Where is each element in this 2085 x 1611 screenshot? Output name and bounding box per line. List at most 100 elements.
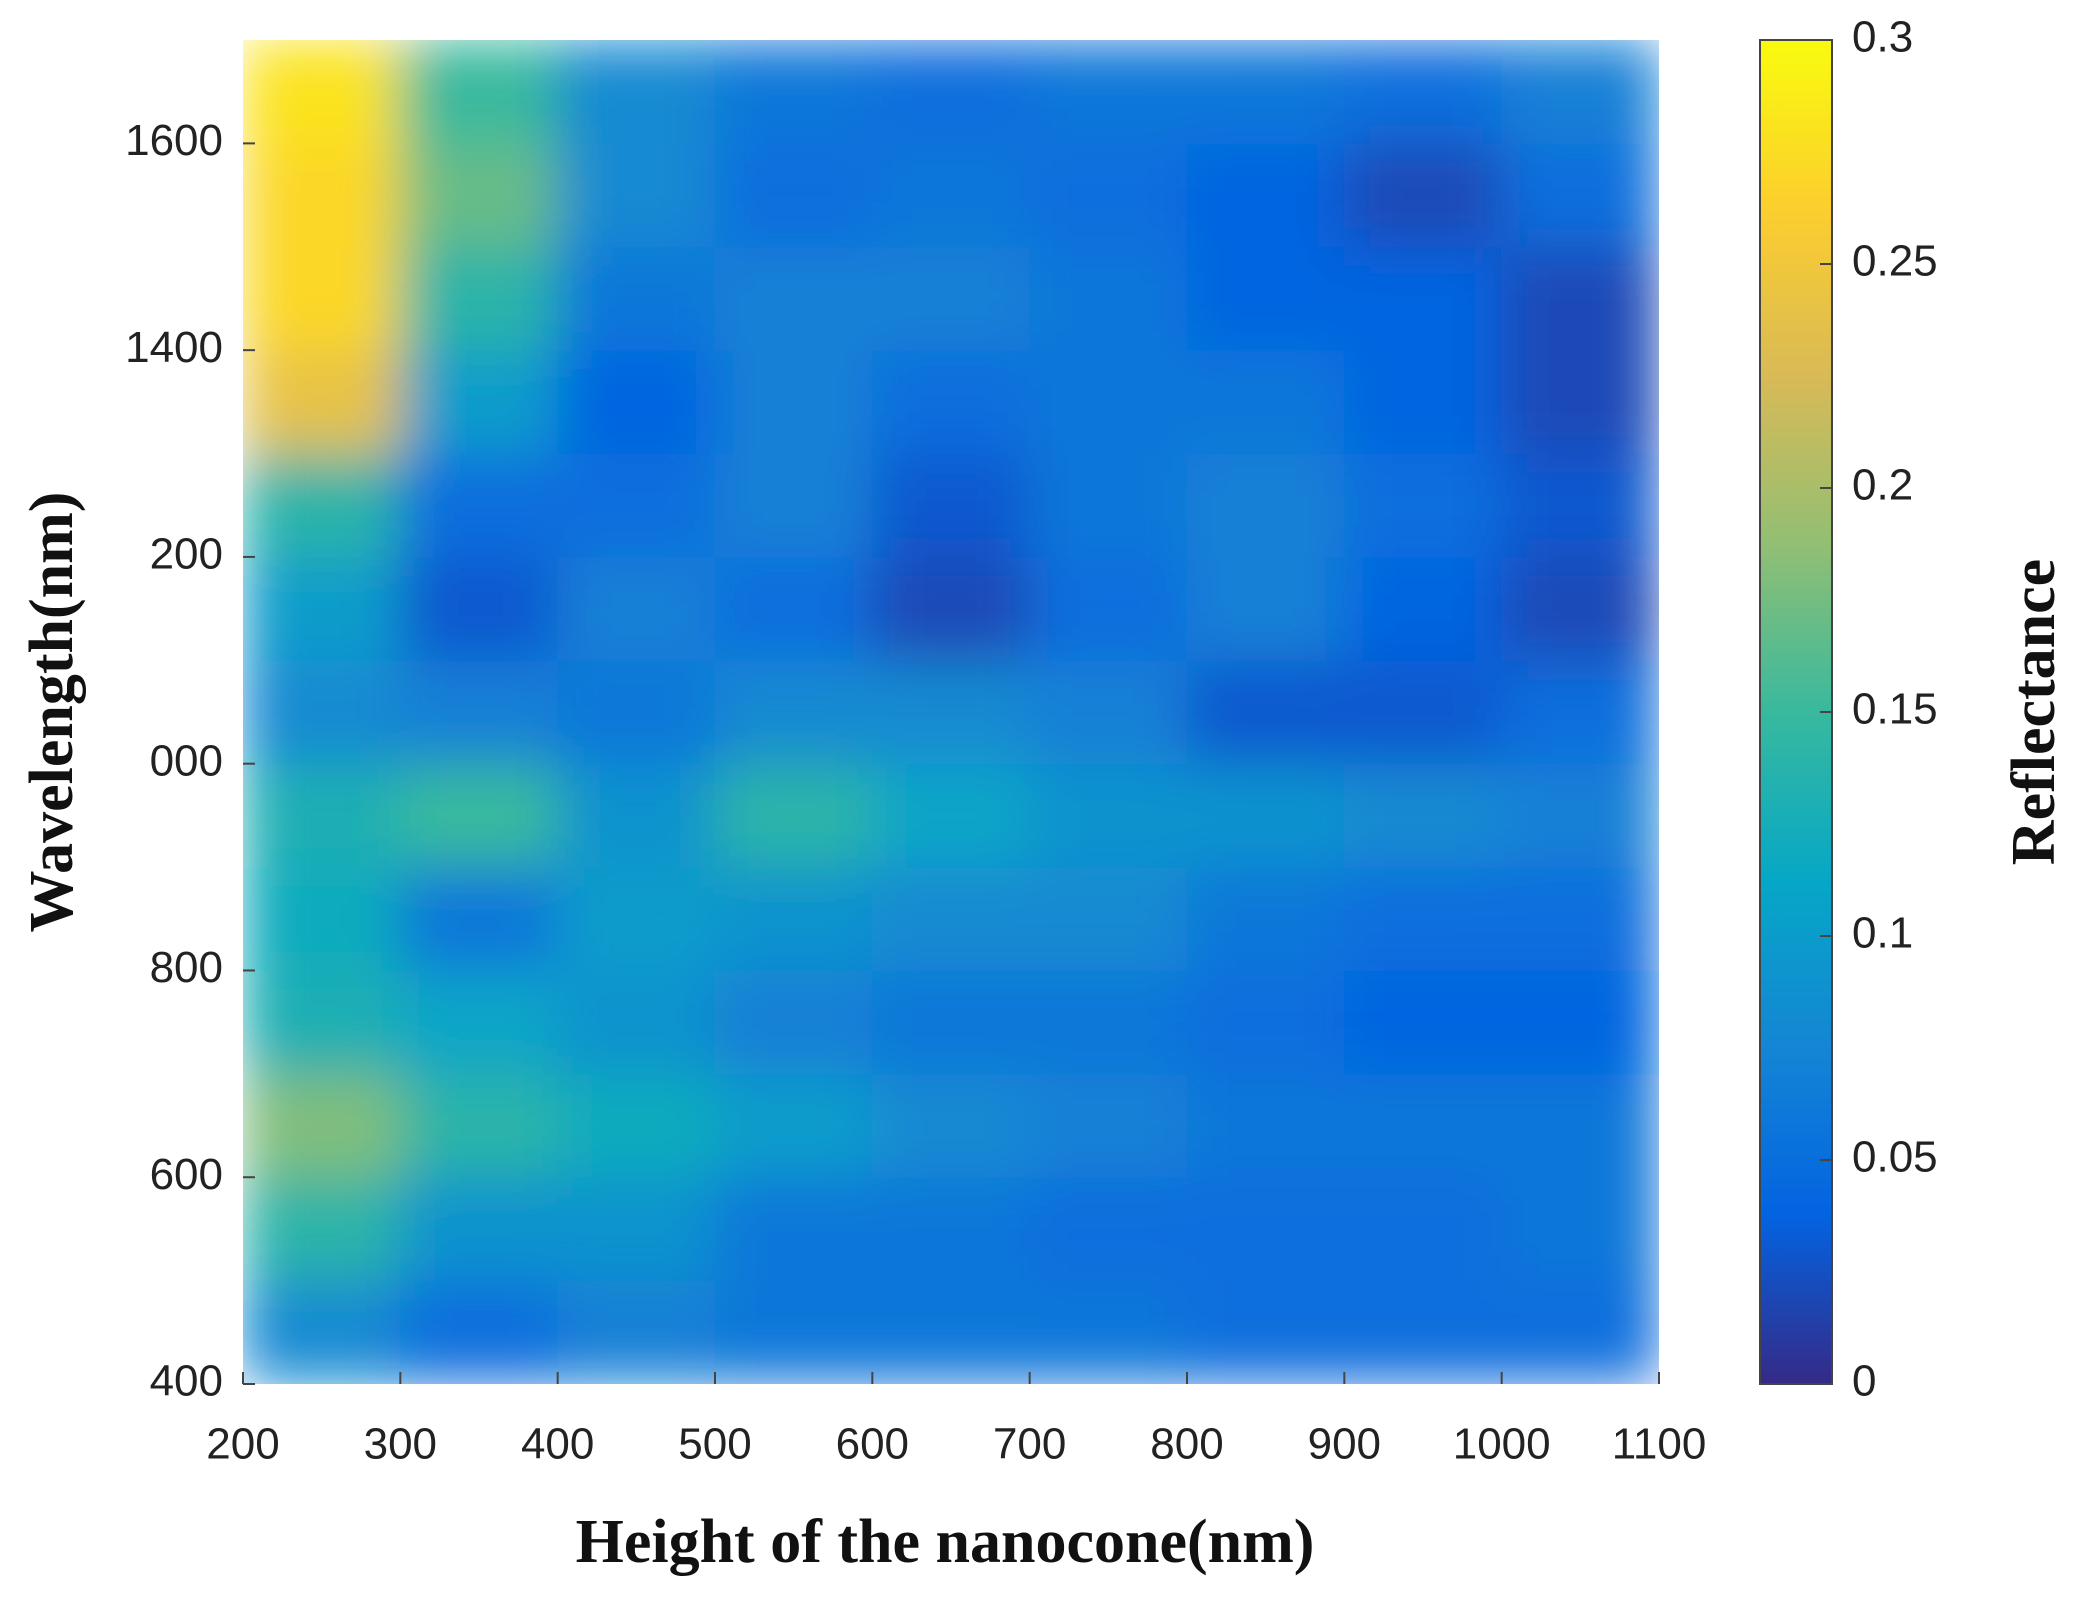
heat-cell bbox=[871, 866, 1031, 971]
heat-cell bbox=[557, 556, 716, 661]
heat-cell bbox=[399, 659, 559, 765]
heat-cell bbox=[1186, 866, 1345, 971]
heat-cell bbox=[1343, 246, 1503, 351]
y-tick-label: 200 bbox=[150, 530, 223, 579]
heat-cell bbox=[399, 763, 559, 868]
heat-cell bbox=[557, 866, 716, 971]
heat-cell bbox=[1343, 1073, 1503, 1178]
x-tick-label: 400 bbox=[521, 1420, 594, 1469]
heat-cell bbox=[871, 969, 1031, 1075]
heat-cell bbox=[871, 659, 1031, 765]
heat-cell bbox=[557, 349, 716, 455]
heat-cell bbox=[1343, 453, 1503, 558]
heat-cell bbox=[1029, 142, 1188, 248]
heat-cell bbox=[1501, 556, 1659, 661]
heat-cell bbox=[714, 246, 873, 351]
y-tick-label: 000 bbox=[150, 736, 223, 785]
heat-cell bbox=[871, 1280, 1031, 1384]
heat-cell bbox=[1501, 142, 1659, 248]
heat-cell bbox=[1186, 556, 1345, 661]
heat-cell bbox=[1186, 1073, 1345, 1178]
heat-cell bbox=[1343, 349, 1503, 455]
heat-cell bbox=[243, 453, 401, 558]
heat-cell bbox=[1029, 659, 1188, 765]
heat-cell bbox=[714, 142, 873, 248]
heat-cell bbox=[1029, 866, 1188, 971]
y-tick-label: 400 bbox=[150, 1357, 223, 1406]
heat-cell bbox=[1501, 969, 1659, 1075]
x-tick-label: 1000 bbox=[1453, 1420, 1551, 1469]
heat-cell bbox=[1501, 763, 1659, 868]
heat-cell bbox=[871, 763, 1031, 868]
heat-cell bbox=[1501, 1176, 1659, 1282]
colorbar-tick-label: 0.2 bbox=[1852, 461, 1913, 510]
heat-cell bbox=[714, 349, 873, 455]
x-axis-title: Height of the nanocone(nm) bbox=[576, 1508, 1315, 1576]
heat-cell bbox=[871, 246, 1031, 351]
heat-cell bbox=[1501, 1280, 1659, 1384]
heat-cell bbox=[557, 763, 716, 868]
heat-cell bbox=[399, 246, 559, 351]
y-tick-label: 1600 bbox=[125, 116, 223, 165]
x-tick-label: 600 bbox=[836, 1420, 909, 1469]
heat-cell bbox=[243, 349, 401, 455]
y-axis-title: Wavelength(nm) bbox=[18, 492, 86, 933]
heat-cell bbox=[714, 453, 873, 558]
heat-cell bbox=[399, 866, 559, 971]
heat-cell bbox=[1029, 763, 1188, 868]
y-tick-label: 600 bbox=[150, 1150, 223, 1199]
heat-cell bbox=[1343, 1176, 1503, 1282]
heat-cell bbox=[714, 556, 873, 661]
heat-cell bbox=[1029, 453, 1188, 558]
colorbar-title: Reflectance bbox=[2000, 559, 2068, 865]
heat-cell bbox=[1501, 453, 1659, 558]
y-tick-label: 800 bbox=[150, 943, 223, 992]
heat-cell bbox=[1186, 1280, 1345, 1384]
heat-cell bbox=[1343, 969, 1503, 1075]
heat-cell bbox=[557, 40, 716, 144]
heat-cell bbox=[871, 556, 1031, 661]
heat-cell bbox=[1186, 659, 1345, 765]
heat-cell bbox=[399, 453, 559, 558]
heat-cell bbox=[1029, 1176, 1188, 1282]
colorbar-tick-label: 0.15 bbox=[1852, 685, 1938, 734]
heat-cell bbox=[243, 763, 401, 868]
heat-cell bbox=[1501, 246, 1659, 351]
x-tick-label: 200 bbox=[206, 1420, 279, 1469]
heat-cell bbox=[399, 556, 559, 661]
heatmap-cells bbox=[243, 40, 1659, 1384]
heat-cell bbox=[243, 659, 401, 765]
heat-cell bbox=[557, 1176, 716, 1282]
colorbar-tick-label: 0 bbox=[1852, 1357, 1876, 1406]
heat-cell bbox=[1501, 1073, 1659, 1178]
heat-cell bbox=[1029, 349, 1188, 455]
heat-cell bbox=[871, 142, 1031, 248]
heat-cell bbox=[243, 40, 401, 144]
heat-cell bbox=[871, 1073, 1031, 1178]
heat-cell bbox=[1343, 763, 1503, 868]
heat-cell bbox=[1029, 556, 1188, 661]
heat-cell bbox=[399, 1280, 559, 1384]
x-tick-label: 900 bbox=[1308, 1420, 1381, 1469]
heat-cell bbox=[243, 866, 401, 971]
heat-cell bbox=[1343, 40, 1503, 144]
heat-cell bbox=[243, 1176, 401, 1282]
heat-cell bbox=[399, 1176, 559, 1282]
heat-cell bbox=[1501, 40, 1659, 144]
heat-cell bbox=[1343, 866, 1503, 971]
colorbar-tick-label: 0.1 bbox=[1852, 909, 1913, 958]
heat-cell bbox=[1186, 142, 1345, 248]
heat-cell bbox=[1343, 659, 1503, 765]
heat-cell bbox=[399, 349, 559, 455]
heat-cell bbox=[243, 246, 401, 351]
heat-cell bbox=[714, 1176, 873, 1282]
heat-cell bbox=[1343, 1280, 1503, 1384]
heat-cell bbox=[399, 142, 559, 248]
heat-cell bbox=[557, 1073, 716, 1178]
heat-cell bbox=[557, 969, 716, 1075]
heat-cell bbox=[243, 1073, 401, 1178]
heat-cell bbox=[399, 40, 559, 144]
heat-cell bbox=[243, 142, 401, 248]
heat-cell bbox=[557, 1280, 716, 1384]
